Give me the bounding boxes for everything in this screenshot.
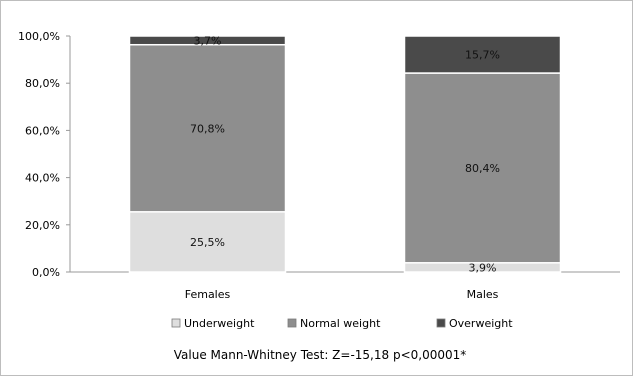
data-label: 15,7% (465, 49, 500, 62)
legend: Underweight Normal weight Overweight (171, 317, 513, 330)
legend-label: Overweight (449, 317, 513, 330)
data-label: 70,8% (190, 122, 225, 135)
bar-segment-normal-weight (128, 43, 287, 213)
bar-segment-overweight (403, 35, 562, 74)
y-tick-label: 40,0% (25, 172, 60, 185)
y-tick-label: 80,0% (25, 77, 60, 90)
y-tick-label: 60,0% (25, 124, 60, 137)
legend-label: Normal weight (300, 317, 381, 330)
bar-segment-underweight (128, 211, 287, 273)
x-category-label: Females (185, 288, 231, 301)
data-label: 25,5% (190, 236, 225, 249)
y-tick-label: 0,0% (32, 266, 60, 279)
y-tick-label: 20,0% (25, 219, 60, 232)
legend-swatch (287, 318, 297, 328)
legend-swatch (436, 318, 446, 328)
data-label: 3,7% (194, 34, 222, 47)
legend-swatch (171, 318, 181, 328)
y-tick-label: 100,0% (18, 30, 60, 43)
data-label: 3,9% (469, 261, 497, 274)
test-annotation: Value Mann-Whitney Test: Z=-15,18 p<0,00… (174, 348, 467, 362)
bar-segment-overweight (128, 35, 287, 46)
bars: 25,5% 70,8% 3,7% 3,9% 80,4% 15,7% (128, 34, 562, 274)
x-category-label: Males (467, 288, 499, 301)
data-label: 80,4% (465, 162, 500, 175)
axes: 0,0% 20,0% 40,0% 60,0% 80,0% 100,0% Females Mal… (18, 30, 620, 301)
bar-segment-normal-weight (403, 72, 562, 264)
legend-label: Underweight (184, 317, 255, 330)
